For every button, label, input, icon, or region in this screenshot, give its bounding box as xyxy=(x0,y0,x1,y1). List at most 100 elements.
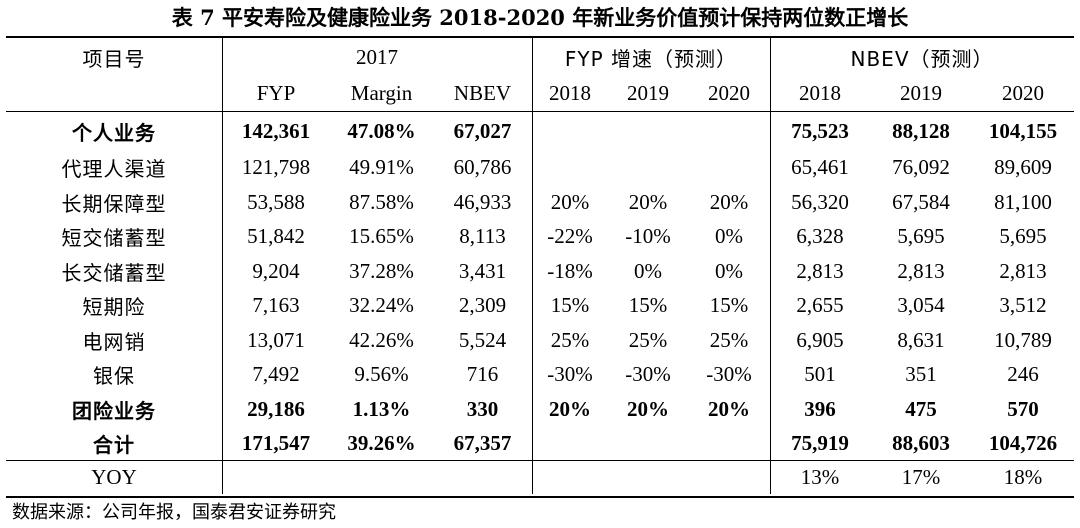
cell-fyp: 53,588 xyxy=(247,189,305,214)
cell-nbev: 716 xyxy=(466,362,499,386)
header-sub-margin: Margin xyxy=(350,81,413,105)
row-label: 短交储蓄型 xyxy=(61,226,167,250)
cell-nbev-2019: 88,128 xyxy=(892,119,950,143)
header-divider xyxy=(6,111,1074,112)
source-note: 数据来源：公司年报，国泰君安证券研究 xyxy=(12,502,336,523)
cell-fyp-growth-2019 xyxy=(608,461,688,494)
table-row: 合计 171,547 39.26% 67,357 75,919 88,603 104,726 xyxy=(6,426,1074,460)
cell-nbev-2020: 570 xyxy=(1007,396,1039,421)
table-row: YOY 13% 17% 18% xyxy=(6,461,1074,494)
row-label: 个人业务 xyxy=(72,121,156,145)
cell-fyp-growth-2020: 15% xyxy=(709,293,749,317)
cell-nbev-2020: 81,100 xyxy=(994,189,1052,214)
table-row: 长期保障型 53,588 87.58% 46,933 20% 20% 20% 56,320 67… xyxy=(6,185,1074,219)
cell-fyp: 13,071 xyxy=(247,327,305,352)
header-sub-fyp-2018: 2018 xyxy=(549,81,591,105)
header-item-label: 项目号 xyxy=(82,46,146,71)
header-sub-fyp-2020: 2020 xyxy=(708,81,750,105)
header-sub-nbev-2018: 2018 xyxy=(799,81,841,105)
cell-nbev-2020: 18% xyxy=(1003,465,1043,489)
cell-fyp-growth-2020 xyxy=(688,461,770,494)
cell-fyp-growth-2018: 20% xyxy=(550,189,590,214)
cell-margin: 49.91% xyxy=(349,155,414,179)
cell-fyp: 29,186 xyxy=(247,396,305,421)
cell-fyp xyxy=(222,461,330,494)
cell-nbev-2018: 2,813 xyxy=(796,258,844,283)
cell-margin: 37.28% xyxy=(349,258,414,283)
cell-nbev-2019: 3,054 xyxy=(897,293,945,317)
cell-fyp-growth-2020 xyxy=(688,113,770,150)
cell-nbev-2020: 104,155 xyxy=(988,119,1058,143)
cell-nbev-2020: 10,789 xyxy=(994,327,1052,352)
cell-margin: 87.58% xyxy=(349,189,414,214)
cell-nbev-2019: 67,584 xyxy=(892,189,950,214)
header-group-nbev: NBEV（预测） xyxy=(850,46,994,71)
table-row: 长交储蓄型 9,204 37.28% 3,431 -18% 0% 0% 2,813 2,813 2… xyxy=(6,254,1074,288)
cell-nbev-2020: 104,726 xyxy=(988,430,1058,455)
table-caption: 表 7 平安寿险及健康险业务 2018-2020 年新业务价值预计保持两位数正增… xyxy=(171,5,909,30)
cell-nbev-2020: 2,813 xyxy=(999,258,1047,283)
cell-nbev: 2,309 xyxy=(458,293,507,317)
cell-fyp-growth-2020: -30% xyxy=(706,362,752,386)
table-row: 短交储蓄型 51,842 15.65% 8,113 -22% -10% 0% 6,328 5,6… xyxy=(6,219,1074,254)
cell-fyp-growth-2018: 20% xyxy=(549,396,591,421)
cell-nbev-2019: 5,695 xyxy=(897,224,945,248)
row-label: 合计 xyxy=(93,432,135,457)
cell-nbev-2018: 13% xyxy=(800,465,840,489)
header-row-sub: FYP Margin NBEV 2018 2019 2020 2018 2019… xyxy=(6,76,1074,111)
row-label: 短期险 xyxy=(82,295,146,319)
cell-fyp-growth-2018: -18% xyxy=(547,258,593,283)
cell-fyp-growth-2019 xyxy=(608,113,688,150)
cell-fyp: 7,163 xyxy=(252,293,300,317)
row-label: 银保 xyxy=(93,364,135,388)
cell-nbev-2019: 351 xyxy=(905,362,937,386)
header-row-groups: 项目号 2017 FYP 增速（预测） NBEV（预测） xyxy=(6,38,1074,76)
cell-nbev-2019: 17% xyxy=(901,465,941,489)
cell-margin: 9.56% xyxy=(354,362,409,386)
table-row: 银保 7,492 9.56% 716 -30% -30% -30% 501 351 246 xyxy=(6,357,1074,392)
cell-fyp-growth-2019 xyxy=(608,150,688,185)
table-row: 团险业务 29,186 1.13% 330 20% 20% 20% 396 475 570 xyxy=(6,392,1074,426)
cell-nbev: 46,933 xyxy=(453,189,512,214)
col-divider-nbev xyxy=(770,38,771,494)
cell-margin xyxy=(330,461,433,494)
cell-fyp-growth-2018: 15% xyxy=(550,293,590,317)
cell-fyp: 51,842 xyxy=(247,224,305,248)
cell-nbev: 8,113 xyxy=(459,224,506,248)
cell-nbev-2018: 56,320 xyxy=(791,189,849,214)
cell-fyp-growth-2018 xyxy=(532,113,608,150)
cell-fyp-growth-2019: 20% xyxy=(627,396,669,421)
cell-margin: 39.26% xyxy=(347,430,416,455)
cell-nbev: 3,431 xyxy=(458,258,507,283)
cell-fyp-growth-2018 xyxy=(532,461,608,494)
cell-fyp-growth-2020 xyxy=(688,150,770,185)
cell-fyp-growth-2020: 20% xyxy=(709,189,749,214)
cell-nbev-2020: 246 xyxy=(1007,362,1039,386)
table-row: 代理人渠道 121,798 49.91% 60,786 65,461 76,092 89,6… xyxy=(6,150,1074,185)
cell-fyp: 9,204 xyxy=(252,258,300,283)
cell-nbev-2018: 501 xyxy=(804,362,836,386)
cell-fyp: 142,361 xyxy=(241,119,311,143)
col-divider-fyp xyxy=(532,38,533,494)
cell-nbev-2018: 75,919 xyxy=(791,430,849,455)
cell-nbev xyxy=(433,461,532,494)
cell-fyp-growth-2019: 0% xyxy=(634,258,662,283)
cell-fyp: 121,798 xyxy=(241,155,311,179)
cell-fyp-growth-2019: -30% xyxy=(625,362,671,386)
cell-nbev-2020: 3,512 xyxy=(999,293,1047,317)
cell-fyp: 7,492 xyxy=(252,362,300,386)
cell-nbev-2020: 89,609 xyxy=(994,155,1052,179)
cell-fyp-growth-2019: 25% xyxy=(628,327,668,352)
cell-nbev-2019: 88,603 xyxy=(892,430,950,455)
row-label: YOY xyxy=(91,465,137,489)
cell-fyp-growth-2020: 0% xyxy=(715,224,743,248)
cell-nbev-2018: 75,523 xyxy=(791,119,849,143)
cell-margin: 15.65% xyxy=(349,224,414,248)
cell-nbev: 5,524 xyxy=(458,327,507,352)
table-row: 短期险 7,163 32.24% 2,309 15% 15% 15% 2,655 3,054 3,… xyxy=(6,288,1074,323)
cell-nbev-2018: 6,328 xyxy=(796,224,844,248)
cell-nbev: 330 xyxy=(466,396,499,421)
header-group-2017: 2017 xyxy=(356,44,398,69)
header-group-fyp: FYP 增速（预测） xyxy=(564,46,738,71)
cell-margin: 47.08% xyxy=(347,119,416,143)
